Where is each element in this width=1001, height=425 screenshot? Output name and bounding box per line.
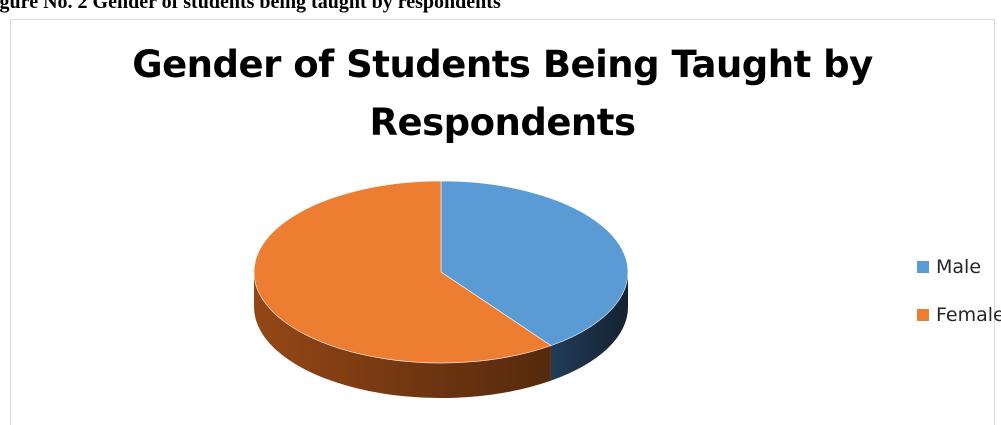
pie-slice-side-shade-male xyxy=(550,272,628,381)
chart-title-line-2: Respondents xyxy=(369,101,636,144)
pie-sides xyxy=(254,272,628,399)
chart-title-line-1: Gender of Students Being Taught by xyxy=(132,43,873,86)
legend-swatch-male xyxy=(917,261,929,273)
figure-caption: igure No. 2 Gender of students being tau… xyxy=(0,0,501,13)
legend-label-female: Female xyxy=(936,304,1001,326)
legend-swatch-female xyxy=(917,309,929,321)
pie-slices xyxy=(253,180,629,364)
pie-slice-female xyxy=(253,180,552,364)
pie-slice-male xyxy=(440,180,629,346)
legend-label-male: Male xyxy=(936,256,981,278)
pie-slice-side-shade-female xyxy=(254,272,551,399)
legend: Male Female xyxy=(917,256,1001,326)
